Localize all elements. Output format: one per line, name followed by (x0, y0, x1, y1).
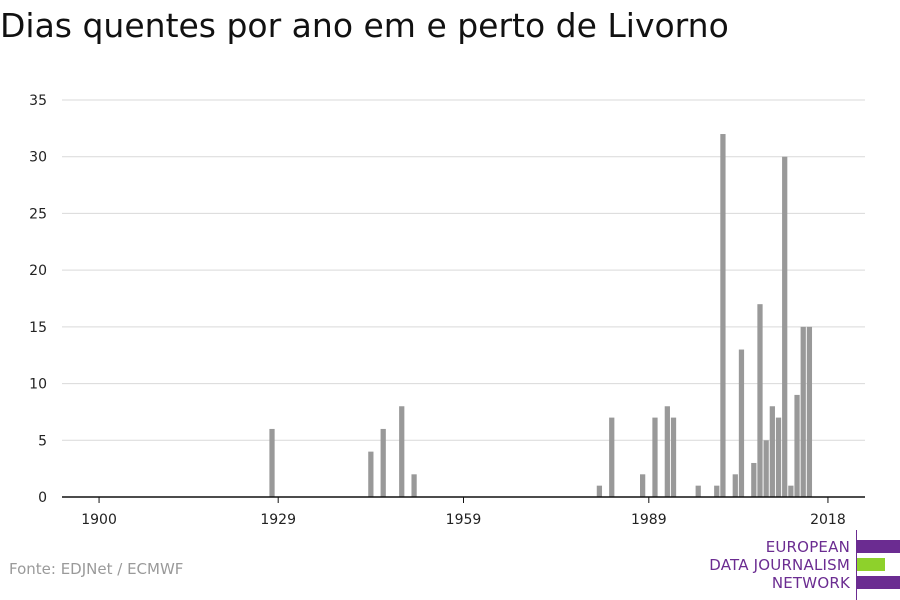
bar-2009 (769, 406, 775, 497)
logo-bar-middle (857, 558, 885, 571)
bar-2010 (775, 417, 782, 497)
bar-2008 (763, 440, 769, 497)
bar-1993 (670, 417, 677, 497)
bar-1981 (596, 485, 603, 497)
bar-1990 (652, 417, 658, 497)
logo-divider (856, 530, 857, 600)
y-tick-labels: 0 5 10 15 20 25 30 35 (29, 93, 47, 506)
logo-bar-top (857, 540, 900, 553)
bar-2004 (738, 349, 745, 497)
chart-title: Dias quentes por ano em e perto de Livor… (0, 6, 729, 45)
bar-1988 (640, 474, 646, 497)
logo-line-2: DATA JOURNALISM (709, 556, 850, 574)
bar-2006 (751, 462, 757, 497)
bar-2003 (732, 474, 738, 497)
bars (269, 134, 813, 497)
logo-bar-bottom (857, 576, 900, 589)
bar-1949 (399, 406, 405, 497)
bar-1997 (695, 485, 701, 497)
bar-1951 (411, 474, 417, 497)
y-tick-label: 5 (38, 433, 47, 449)
y-tick-label: 35 (29, 93, 47, 109)
y-tick-label: 20 (29, 263, 47, 279)
bar-2014 (800, 326, 806, 497)
x-tick-labels: 1900 1929 1959 1989 2018 (81, 497, 846, 528)
grid-lines (62, 99, 865, 441)
y-tick-label: 25 (29, 206, 47, 222)
bar-1944 (368, 451, 374, 497)
logo-line-1: EUROPEAN (765, 538, 850, 556)
bar-2001 (720, 134, 726, 497)
y-tick-label: 15 (29, 320, 47, 336)
bar-2000 (714, 485, 720, 497)
bar-2013 (794, 394, 800, 497)
bar-1992 (664, 406, 670, 497)
bar-2011 (782, 156, 788, 497)
y-tick-label: 0 (38, 490, 47, 506)
bar-2012 (788, 485, 794, 497)
x-tick-label: 1900 (81, 512, 117, 528)
bar-2007 (757, 304, 763, 497)
source-label: Fonte: EDJNet / ECMWF (9, 560, 184, 578)
x-tick-label: 1989 (631, 512, 667, 528)
bar-1946 (380, 428, 386, 497)
x-tick-label: 1959 (446, 512, 482, 528)
x-tick-label: 2018 (810, 512, 846, 528)
y-tick-label: 10 (29, 377, 47, 393)
y-tick-label: 30 (29, 150, 47, 166)
x-tick-label: 1929 (260, 512, 296, 528)
logo-line-3: NETWORK (771, 574, 850, 592)
logo-text: EUROPEAN DATA JOURNALISM NETWORK (709, 538, 850, 592)
edjnet-logo: EUROPEAN DATA JOURNALISM NETWORK (700, 530, 900, 600)
bar-1928 (269, 428, 275, 497)
bar-1983 (609, 417, 615, 497)
bar-2015 (806, 326, 813, 497)
